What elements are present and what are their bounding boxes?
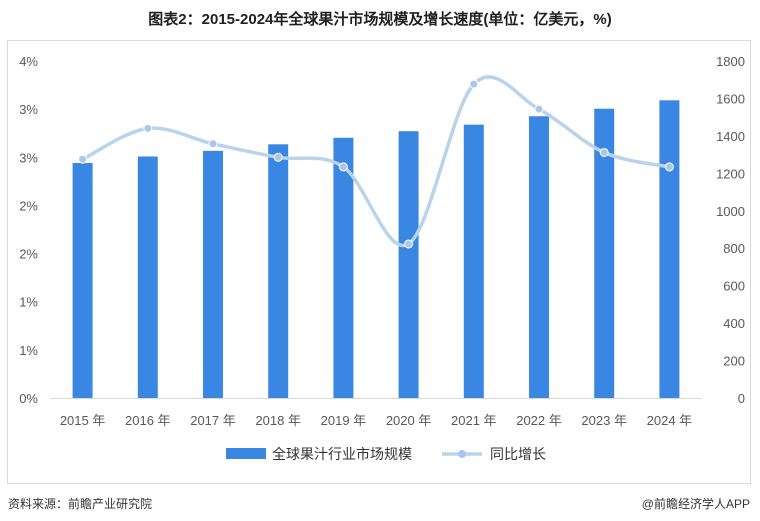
legend-line-marker (458, 450, 466, 458)
y-left-tick-label: 4% (19, 54, 38, 69)
x-tick-label: 2024 年 (647, 413, 693, 428)
growth-point (599, 147, 609, 157)
y-right-tick-label: 1200 (716, 166, 745, 181)
bar (594, 108, 615, 398)
y-left-tick-label: 0% (19, 391, 38, 406)
growth-point (78, 154, 88, 164)
y-right-tick-label: 1400 (716, 129, 745, 144)
legend-line-label: 同比增长 (490, 446, 546, 462)
y-right-tick-label: 800 (723, 241, 745, 256)
y-right-tick-label: 200 (723, 354, 745, 369)
y-left-tick-label: 1% (19, 343, 38, 358)
y-axis-left: 0% 1% 1% 2% 2% 3% 3% 4% (19, 54, 38, 406)
bar (137, 156, 158, 398)
y-right-tick-label: 1600 (716, 91, 745, 106)
x-tick-label: 2022 年 (516, 413, 562, 428)
bar (529, 116, 549, 398)
y-right-tick-label: 0 (738, 391, 745, 406)
chart-frame (7, 40, 751, 484)
bar (463, 124, 484, 399)
growth-point (273, 152, 283, 162)
bar (268, 144, 289, 398)
legend-bar-swatch (226, 448, 266, 459)
y-left-tick-label: 3% (19, 102, 38, 117)
x-tick-label: 2021 年 (451, 413, 497, 428)
bar (203, 150, 223, 398)
growth-point (143, 123, 153, 133)
x-tick-label: 2016 年 (125, 413, 171, 428)
growth-line (78, 75, 674, 249)
y-left-tick-label: 3% (19, 150, 38, 165)
x-tick-label: 2015 年 (60, 413, 106, 428)
bar (333, 137, 354, 398)
y-axis-right: 0 200 400 600 800 1000 1200 1400 1600 1800 (716, 54, 745, 406)
source-credit: @前瞻经济学人APP (641, 497, 750, 511)
bars (72, 100, 680, 399)
x-axis: 2015 年 2016 年 2017 年 2018 年 2019 年 2020 年 2021… (60, 413, 692, 428)
x-tick-label: 2018 年 (255, 413, 301, 428)
y-right-tick-label: 600 (723, 279, 745, 294)
legend-bar-label: 全球果汁行业市场规模 (272, 446, 412, 462)
growth-point (208, 139, 218, 149)
x-tick-label: 2017 年 (190, 413, 236, 428)
chart-title: 图表2：2015-2024年全球果汁市场规模及增长速度(单位：亿美元，%) (148, 11, 612, 28)
bar (659, 100, 680, 399)
x-tick-label: 2023 年 (581, 413, 627, 428)
bar (398, 131, 419, 399)
y-left-tick-label: 2% (19, 198, 38, 213)
y-right-tick-label: 400 (723, 316, 745, 331)
legend: 全球果汁行业市场规模 同比增长 (226, 446, 546, 462)
growth-point (534, 104, 544, 114)
bar (72, 163, 93, 398)
y-right-tick-label: 1000 (716, 204, 745, 219)
growth-point (664, 162, 674, 172)
growth-point (338, 162, 348, 172)
x-tick-label: 2019 年 (321, 413, 367, 428)
y-left-tick-label: 1% (19, 295, 38, 310)
x-tick-label: 2020 年 (386, 413, 432, 428)
growth-point (404, 239, 414, 249)
source-note: 资料来源：前瞻产业研究院 (8, 497, 153, 511)
growth-line-path (80, 75, 672, 248)
y-left-tick-label: 2% (19, 247, 38, 262)
y-right-tick-label: 1800 (716, 54, 745, 69)
growth-point (469, 79, 479, 89)
